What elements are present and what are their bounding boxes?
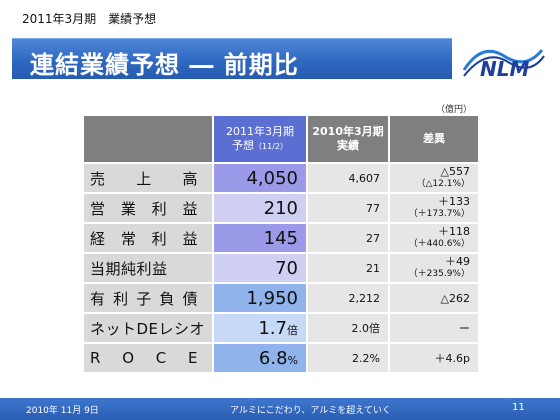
forecast-cell: 1.7倍	[214, 314, 306, 342]
row-label: 有利子負債	[84, 284, 212, 312]
table-row: 当期純利益 70 21 ＋49 （＋235.9%）	[84, 254, 478, 282]
row-label-char: 負	[159, 289, 175, 308]
forecast-unit: 倍	[287, 323, 298, 337]
diff-value: ー	[459, 321, 470, 335]
table-row: 売上高 4,050 4,607 △557 （△12.1%）	[84, 164, 478, 192]
forecast-value: 1,950	[246, 287, 298, 309]
forecast-value: 70	[275, 257, 298, 279]
row-label-char: 高	[182, 169, 198, 188]
actual-cell: 2.0倍	[308, 314, 388, 342]
row-label-char: 利	[151, 199, 168, 218]
actual-cell: 4,607	[308, 164, 388, 192]
period-label: 2011年3月期 業績予想	[22, 12, 157, 26]
forecast-value: 210	[263, 197, 298, 219]
unit-note: （億円）	[436, 105, 473, 115]
diff-cell: ＋49 （＋235.9%）	[390, 254, 478, 282]
diff-cell: ー	[390, 314, 478, 342]
forecast-cell: 145	[214, 224, 306, 252]
actual-cell: 21	[308, 254, 388, 282]
row-label-char: E	[187, 349, 198, 367]
row-label: 売上高	[84, 164, 212, 192]
row-label-char: 益	[182, 229, 198, 248]
header-corner	[84, 116, 212, 162]
actual-cell: 2.2%	[308, 344, 388, 372]
header-forecast-line1: 2011年3月期	[226, 124, 294, 138]
footer: 2010年 11月 9日 アルミにこだわり、アルミを超えていく 11	[0, 398, 560, 420]
diff-value: ＋133	[438, 195, 470, 208]
row-label: 営業利益	[84, 194, 212, 222]
diff-value: ＋49	[445, 255, 470, 268]
actual-cell: 2,212	[308, 284, 388, 312]
diff-cell: △262	[390, 284, 478, 312]
forecast-value: 145	[263, 227, 298, 249]
row-label-char: R	[90, 349, 101, 367]
diff-cell: △557 （△12.1%）	[390, 164, 478, 192]
actual-cell: 27	[308, 224, 388, 252]
actual-cell: 77	[308, 194, 388, 222]
forecast-unit: %	[287, 353, 298, 367]
table-row: ネットDEレシオ 1.7倍 2.0倍ー	[84, 314, 478, 342]
diff-value: △557	[440, 165, 470, 178]
header-actual-line1: 2010年3月期	[312, 125, 384, 138]
diff-value: ＋118	[438, 225, 470, 238]
row-label: 当期純利益	[84, 254, 212, 282]
table-row: 有利子負債 1,950 2,212 △262	[84, 284, 478, 312]
diff-percent: （＋173.7%）	[408, 209, 470, 219]
forecast-cell: 1,950	[214, 284, 306, 312]
diff-cell: ＋4.6p	[390, 344, 478, 372]
header-forecast-line2: 予想	[232, 138, 255, 152]
row-label: ネットDEレシオ	[84, 314, 212, 342]
table-row: R O C E 6.8% 2.2% ＋4.6p	[84, 344, 478, 372]
header-forecast: 2011年3月期 予想（11/2）	[214, 116, 306, 162]
title-bar: 連結業績予想 ― 前期比 NLM	[0, 30, 560, 88]
row-label-char: 債	[182, 289, 198, 308]
forecast-value: 4,050	[246, 167, 298, 189]
logo-text: NLM	[480, 57, 529, 81]
row-label-char: C	[155, 349, 167, 367]
table-row: 経常利益 145 27 ＋118 （＋440.6%）	[84, 224, 478, 252]
forecast-cell: 6.8%	[214, 344, 306, 372]
table-body: 売上高 4,050 4,607 △557 （△12.1%）営業利益 210 77 ＋133 （＋…	[84, 164, 478, 372]
row-label-char: 経	[90, 229, 106, 248]
forecast-cell: 210	[214, 194, 306, 222]
header-actual-line2: 実績	[337, 139, 359, 152]
row-label-char: 売	[90, 169, 106, 188]
footer-date: 2010年 11月 9日	[26, 406, 99, 416]
forecast-value: 1.7	[258, 317, 287, 339]
row-label: 経常利益	[84, 224, 212, 252]
row-label-char: 益	[182, 199, 198, 218]
page-number: 11	[512, 402, 525, 413]
row-label-char: O	[122, 349, 135, 367]
nlm-logo-icon: NLM	[462, 49, 545, 81]
row-label-char: 営	[90, 199, 106, 218]
row-label-char: 有	[90, 289, 106, 308]
row-label-char: 上	[136, 169, 152, 188]
diff-cell: ＋118 （＋440.6%）	[390, 224, 478, 252]
row-label-char: ネットDEレシオ	[90, 319, 206, 338]
diff-value: ＋4.6p	[434, 351, 470, 365]
header-actual: 2010年3月期 実績	[308, 116, 388, 162]
page-title: 連結業績予想 ― 前期比	[30, 51, 299, 79]
forecast-value: 6.8	[258, 347, 288, 369]
header-diff: 差異	[390, 116, 478, 162]
row-label-char: 業	[120, 199, 137, 218]
forecast-table: 2011年3月期 予想（11/2） 2010年3月期 実績 差異 売 上 高 4,05…	[82, 114, 480, 374]
diff-percent: （＋440.6%）	[408, 239, 470, 249]
diff-percent: （△12.1%）	[416, 179, 470, 189]
row-label-char: 当期純利益	[90, 259, 168, 278]
diff-cell: ＋133 （＋173.7%）	[390, 194, 478, 222]
row-label-char: 利	[151, 229, 168, 248]
footer-tagline: アルミにこだわり、アルミを超えていく	[230, 406, 391, 416]
row-label-char: 子	[136, 289, 152, 308]
title-band: 連結業績予想 ― 前期比	[12, 38, 452, 79]
row-label-char: 常	[120, 229, 137, 248]
header-forecast-sub: （11/2）	[254, 141, 288, 151]
row-label-char: 利	[113, 289, 129, 308]
table-row: 営業利益 210 77 ＋133 （＋173.7%）	[84, 194, 478, 222]
forecast-cell: 4,050	[214, 164, 306, 192]
diff-value: △262	[440, 291, 470, 305]
forecast-cell: 70	[214, 254, 306, 282]
diff-percent: （＋235.9%）	[408, 269, 470, 279]
